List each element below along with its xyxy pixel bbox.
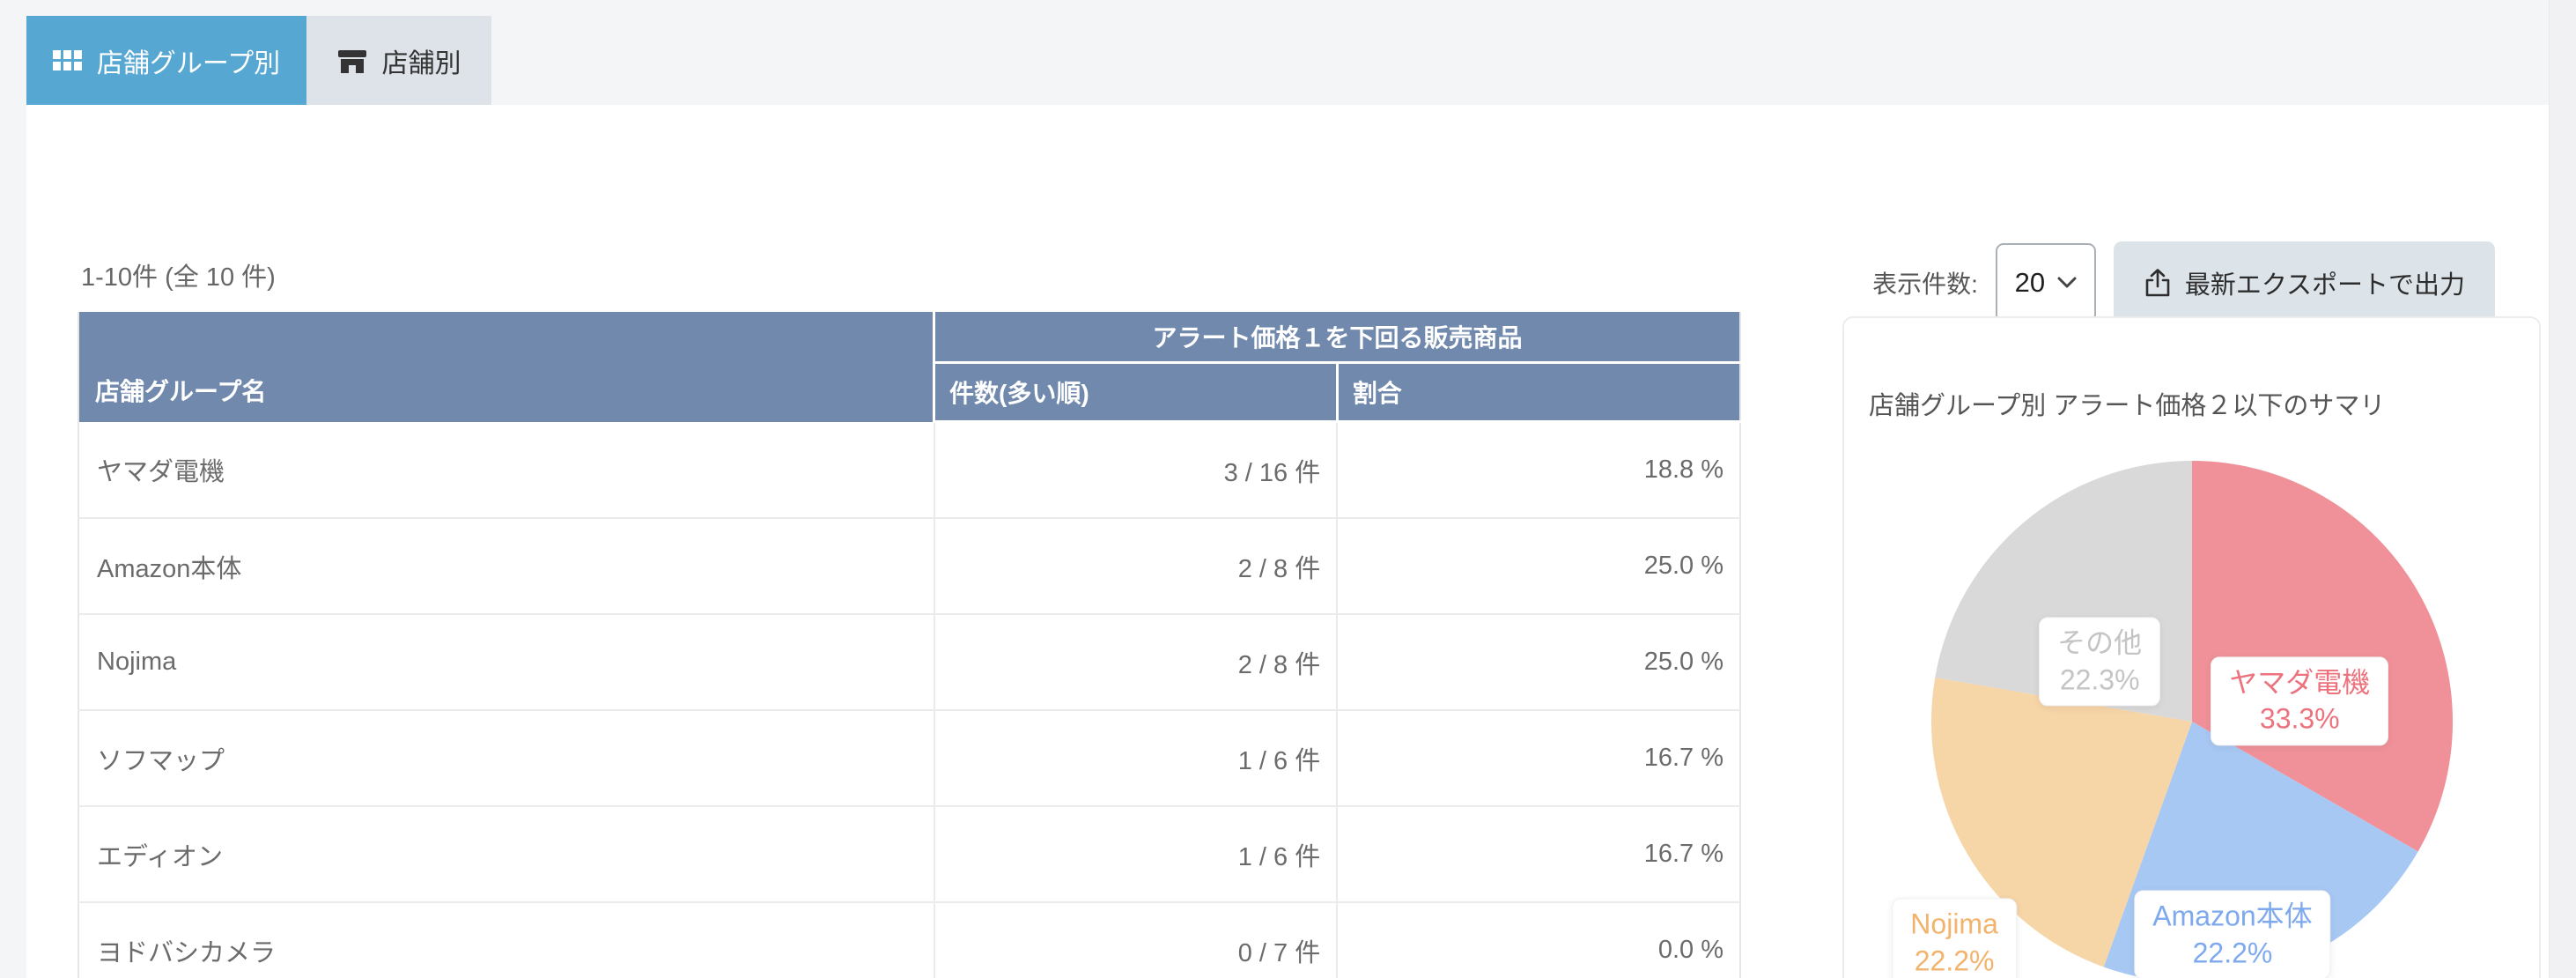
cell-name: ヨドバシカメラ — [78, 901, 934, 978]
cell-name: ヤマダ電機 — [78, 421, 934, 518]
pie-label-value: 22.2% — [1914, 944, 1995, 976]
cell-name: エディオン — [78, 805, 934, 902]
pie-label-name: その他 — [2057, 626, 2143, 659]
cell-name: Amazon本体 — [78, 517, 934, 614]
pie-chart-title: 店舗グループ別 アラート価格２以下のサマリ — [1869, 392, 2386, 420]
pie-label-name: ヤマダ電機 — [2229, 666, 2371, 699]
table-row: ヤマダ電機 3 / 16 件 18.8 % — [78, 421, 1740, 518]
pie-slice[interactable] — [2191, 460, 2453, 852]
cell-ratio: 0.0 % — [1336, 901, 1740, 978]
cell-count: 3 / 16 件 — [933, 421, 1338, 518]
chevron-down-icon — [2057, 277, 2077, 288]
cell-name: ソフマップ — [78, 709, 934, 806]
content-panel: 1-10件 (全 10 件) 表示件数: 20 最新エクスポートで出力 店舗グル… — [26, 105, 2550, 978]
export-button-label: 最新エクスポートで出力 — [2184, 271, 2465, 300]
pie-chart: ヤマダ電機 33.3% Amazon本体 22.2% Nojima 22.2% その他 22.… — [1892, 459, 2454, 978]
pie-label-name: Amazon本体 — [2152, 900, 2313, 932]
cell-ratio: 18.8 % — [1336, 421, 1740, 518]
result-count: 1-10件 (全 10 件) — [81, 263, 276, 292]
cell-ratio: 16.7 % — [1336, 709, 1740, 806]
pie-slice-label: Amazon本体 22.2% — [2134, 890, 2331, 978]
cell-count: 1 / 6 件 — [933, 709, 1338, 806]
page-scrollbar[interactable] — [2549, 0, 2576, 978]
table-row: Amazon本体 2 / 8 件 25.0 % — [78, 517, 1740, 614]
page-size-value: 20 — [2014, 267, 2046, 298]
table-row: ヨドバシカメラ 0 / 7 件 0.0 % — [78, 901, 1740, 978]
pie-slice-label: ヤマダ電機 33.3% — [2211, 656, 2389, 746]
tab-store-group[interactable]: 店舗グループ別 — [26, 16, 306, 105]
cell-count: 1 / 6 件 — [933, 805, 1338, 902]
cell-ratio: 16.7 % — [1336, 805, 1740, 902]
store-icon — [337, 50, 366, 73]
tab-store-label: 店舗別 — [381, 48, 461, 78]
tab-store-group-label: 店舗グループ別 — [96, 48, 281, 78]
column-header-ratio: 割合 — [1335, 362, 1740, 423]
table-row: ソフマップ 1 / 6 件 16.7 % — [78, 709, 1740, 806]
pie-chart-card: 店舗グループ別 アラート価格２以下のサマリ ヤマダ電機 33.3% Amazon本体… — [1842, 316, 2541, 978]
cell-ratio: 25.0 % — [1336, 613, 1740, 710]
column-header-count: 件数(多い順) — [933, 362, 1338, 423]
pie-slice[interactable] — [1930, 678, 2192, 967]
pie-label-name: Nojima — [1910, 908, 1998, 940]
pie-label-value: 22.3% — [2059, 663, 2140, 696]
page-size-select[interactable]: 20 — [1995, 243, 2096, 322]
page-size-label: 表示件数: — [1872, 270, 1978, 298]
pie-slice-label: Nojima 22.2% — [1892, 898, 2017, 978]
store-group-table: 店舗グループ名 アラート価格１を下回る販売商品 件数(多い順) 割合 ヤマダ電機… — [78, 312, 1741, 978]
toolbar: 表示件数: 20 最新エクスポートで出力 — [1872, 241, 2495, 324]
cell-ratio: 25.0 % — [1336, 517, 1740, 614]
table-row: Nojima 2 / 8 件 25.0 % — [78, 613, 1740, 710]
column-group-header: アラート価格１を下回る販売商品 — [933, 312, 1740, 364]
cell-count: 0 / 7 件 — [933, 901, 1338, 978]
tab-store[interactable]: 店舗別 — [306, 16, 491, 105]
cell-name: Nojima — [78, 613, 934, 710]
pie-slice-label: その他 22.3% — [2039, 617, 2161, 707]
export-button[interactable]: 最新エクスポートで出力 — [2113, 241, 2495, 324]
table-row: エディオン 1 / 6 件 16.7 % — [78, 805, 1740, 902]
cell-count: 2 / 8 件 — [933, 613, 1338, 710]
pie-label-value: 33.3% — [2259, 702, 2340, 735]
cell-count: 2 / 8 件 — [933, 517, 1338, 614]
column-header-group-name: 店舗グループ名 — [78, 312, 934, 422]
pie-label-value: 22.2% — [2192, 936, 2273, 968]
grid-icon — [52, 50, 82, 70]
upload-icon — [2145, 269, 2170, 297]
